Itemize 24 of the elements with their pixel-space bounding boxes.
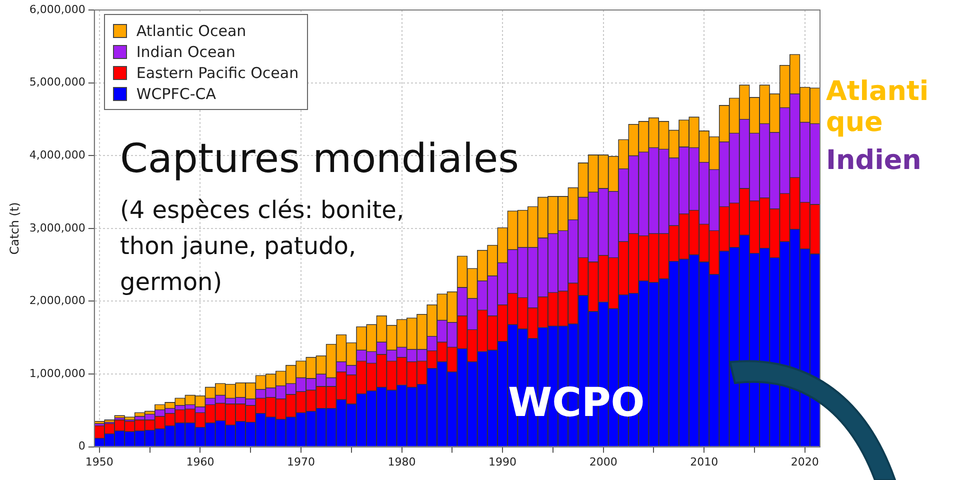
- y-tick-label: 3,000,000: [29, 221, 86, 234]
- legend-label: Eastern Pacific Ocean: [136, 64, 299, 82]
- y-tick-label: 4,000,000: [29, 148, 86, 162]
- x-tick-label: 1950: [85, 455, 114, 468]
- y-tick-label: 5,000,000: [29, 76, 86, 89]
- y-tick-label: 0: [78, 440, 86, 453]
- x-tick-label: 1980: [388, 455, 416, 468]
- y-tick-label: 6,000,000: [29, 2, 86, 16]
- x-tick-label: 1990: [488, 455, 517, 468]
- y-tick-label: 1,000,000: [29, 366, 86, 380]
- legend-label: WCPFC-CA: [136, 84, 216, 102]
- y-axis-title: Catch (t): [7, 202, 22, 255]
- annotation: (4 espèces clés: bonite, thon jaune, patudo, germon): [120, 195, 406, 298]
- x-tick-label: 2020: [790, 455, 819, 468]
- y-tick-label: 2,000,000: [29, 294, 86, 308]
- x-tick-label: 1970: [286, 455, 315, 468]
- x-tick-label: 2010: [690, 455, 718, 468]
- x-tick-label: 1960: [186, 455, 214, 468]
- annotation: Captures mondiales: [120, 136, 520, 182]
- text: Atlantique: [826, 76, 930, 138]
- x-tick-label: 2000: [589, 455, 618, 468]
- text: Indien: [826, 145, 922, 176]
- legend-label: Indian Ocean: [136, 42, 236, 60]
- legend-label: Atlantic Ocean: [136, 22, 246, 40]
